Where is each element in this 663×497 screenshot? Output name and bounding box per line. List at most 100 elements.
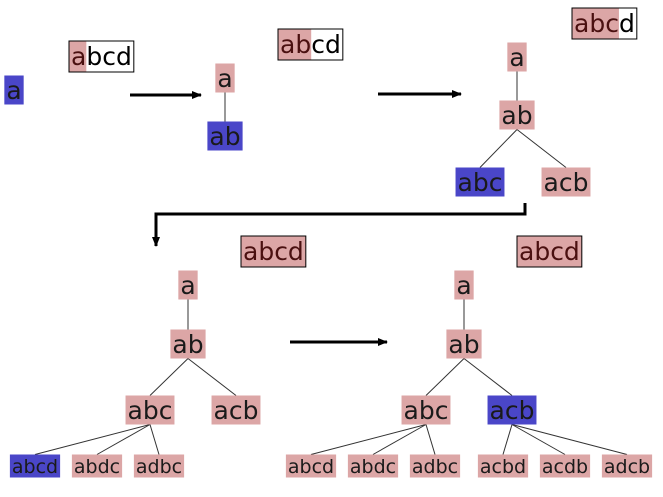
node-box [477,454,529,478]
tree-node-a: a [454,270,474,300]
tree-edge [516,129,567,168]
tree-edge [310,424,427,455]
node-box [487,395,537,425]
header-highlighted-text: abc [574,9,619,38]
node-box [539,454,591,478]
node-box [347,454,399,478]
node-label: abdc [350,456,396,478]
header-highlight [517,236,582,267]
header-highlight [69,41,87,72]
tree-node-acdb: acdb [539,454,591,478]
node-box [170,329,206,359]
node-box [211,395,261,425]
tree-node-ab: ab [446,329,482,359]
tree-node-adbc: adbc [409,454,461,478]
node-label: acdb [542,456,588,478]
node-label: ab [172,330,203,359]
node-box [446,329,482,359]
node-box [71,454,123,478]
node-label: a [180,271,195,300]
tree-edge [149,358,189,396]
tree-node-abdc: abdc [347,454,399,478]
header-highlighted-text: ab [280,30,311,59]
tree-edge [149,424,160,455]
node-label: ab [448,330,479,359]
tree-node-a: a [178,270,198,300]
tree-node-ab: ab [207,121,243,151]
header-outline [240,235,307,268]
node-box [601,454,653,478]
node-box [125,395,175,425]
stage-arrows [130,90,527,346]
node-label: abc [128,396,173,425]
header-highlighted-text: abcd [243,237,304,266]
node-box [499,100,535,130]
tree-edge [187,358,237,396]
tree-edge [96,424,151,455]
header-outline [571,7,638,40]
node-box [401,395,451,425]
header-highlighted-text: a [71,42,86,71]
node-label: acb [544,168,589,197]
node-box [507,42,527,72]
tree-node-a: a [507,42,527,72]
header-highlight [241,236,306,267]
node-box [285,454,337,478]
node-box [541,167,591,197]
node-box [9,454,61,478]
header-outline [277,28,344,61]
tree-edge [372,424,427,455]
node-label: adbc [136,456,182,478]
node-label: a [509,43,524,72]
node-box [178,270,198,300]
node-box [4,75,24,105]
node-label: abc [404,396,449,425]
tree-edge [34,424,151,455]
tree-edge [425,358,465,396]
tree-node-abcd: abcd [9,454,61,478]
header-rest-text: d [619,9,635,38]
tree-edge [463,358,513,396]
tree-node-adcb: adcb [601,454,653,478]
node-label: abcd [12,456,58,478]
target-header: abcd [516,235,583,268]
header-rest-text: bcd [86,42,131,71]
arrow-stage3-to-stage4 [152,203,527,247]
header-highlight [278,29,312,60]
tree-node-ab: ab [499,100,535,130]
header-outline [68,40,135,73]
node-label: ab [501,101,532,130]
tree-edge [511,424,566,455]
tree-node-acb: acb [541,167,591,197]
node-box [454,270,474,300]
tree-edge [511,424,628,455]
node-label: abc [458,168,503,197]
tree-edges [34,71,628,455]
header-rest-text: cd [311,30,341,59]
tree-node-a: a [215,63,235,93]
tree-edge [502,424,513,455]
tree-node-a: a [4,75,24,105]
node-label: a [456,271,471,300]
tree-node-acb: acb [487,395,537,425]
node-box [207,121,243,151]
node-box [409,454,461,478]
node-label: a [217,64,232,93]
tree-node-adbc: adbc [133,454,185,478]
node-label: acb [490,396,535,425]
node-label: adcb [604,456,650,478]
node-label: acbd [480,456,526,478]
tree-node-abc: abc [401,395,451,425]
node-label: a [6,76,21,105]
node-label: acb [214,396,259,425]
tree-node-acbd: acbd [477,454,529,478]
node-label: adbc [412,456,458,478]
tree-edge [425,424,436,455]
header-highlight [572,8,619,39]
tree-node-abc: abc [455,167,505,197]
